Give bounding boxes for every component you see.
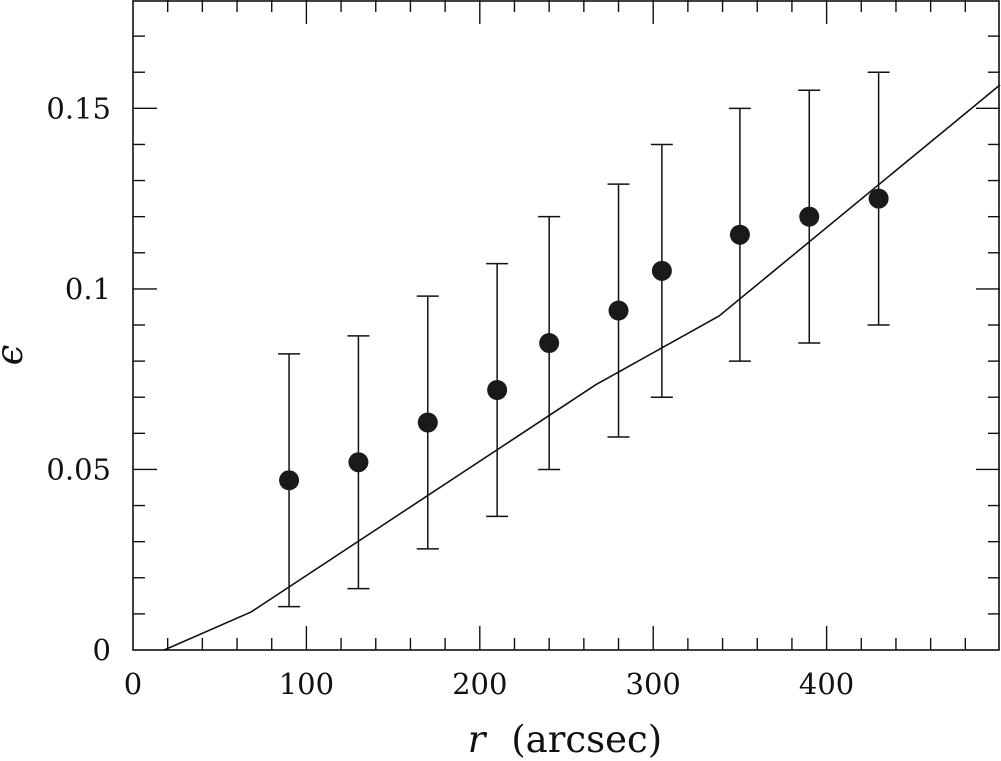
x-tick-label: 200 — [452, 667, 507, 701]
x-tick-label: 100 — [279, 667, 334, 701]
model-curve — [163, 84, 1001, 651]
x-axis-title: r (arcsec) — [468, 718, 662, 761]
data-point — [729, 224, 750, 245]
x-tick-label: 0 — [124, 667, 142, 701]
y-tick-label: 0.1 — [65, 272, 111, 306]
data-point — [651, 260, 672, 281]
y-tick-label: 0.15 — [46, 91, 111, 125]
data-point — [799, 206, 820, 227]
x-axis-unit: (arcsec) — [511, 718, 662, 761]
data-point — [279, 470, 300, 491]
data-point — [868, 188, 889, 209]
y-tick-label: 0 — [93, 633, 111, 667]
x-tick-label: 400 — [799, 667, 854, 701]
data-point — [608, 300, 629, 321]
x-tick-label: 300 — [626, 667, 681, 701]
data-point — [487, 380, 508, 400]
x-axis-variable: r — [468, 718, 488, 761]
data-point — [539, 333, 560, 354]
y-tick-label: 0.05 — [46, 452, 111, 486]
data-point — [417, 412, 438, 433]
data-point — [348, 452, 369, 473]
y-axis-title: ϵ — [0, 344, 31, 365]
